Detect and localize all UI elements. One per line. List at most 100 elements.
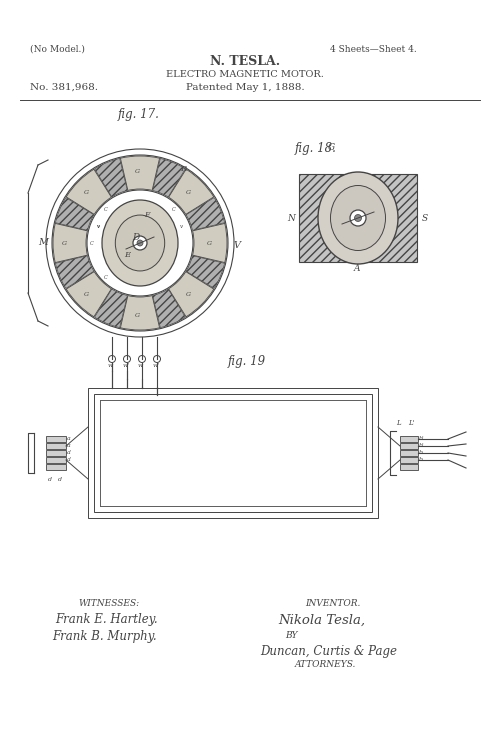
Circle shape [138,355,145,363]
Text: G: G [62,241,67,246]
Ellipse shape [318,172,398,264]
Text: a: a [67,443,71,448]
Wedge shape [192,223,227,263]
Bar [400,443,418,449]
Text: fig. 19: fig. 19 [228,355,266,368]
Wedge shape [56,197,94,230]
Circle shape [124,355,130,363]
Text: BY: BY [285,631,298,640]
Text: d: d [48,477,52,482]
Bar [400,450,418,456]
Wedge shape [152,159,186,197]
Text: C: C [172,207,176,212]
Circle shape [46,149,234,337]
Text: d: d [58,477,62,482]
Text: fig. 17.: fig. 17. [118,108,160,121]
Bar [46,464,66,470]
Text: v: v [96,224,100,229]
Text: G: G [186,190,190,195]
Text: b: b [419,457,423,462]
Bar [400,457,418,463]
Wedge shape [53,223,88,263]
Text: G: G [134,313,140,319]
Bar [299,174,417,262]
Text: G: G [186,292,190,297]
Wedge shape [66,170,112,214]
Text: Frank B. Murphy.: Frank B. Murphy. [52,630,156,643]
Text: L': L' [408,419,414,427]
Wedge shape [186,197,224,230]
Text: b': b' [419,436,425,441]
Text: w': w' [153,363,160,368]
Text: N. TESLA.: N. TESLA. [210,55,280,68]
Text: b': b' [419,443,425,448]
Text: G: G [328,143,335,152]
Ellipse shape [102,200,178,286]
Bar [400,436,418,442]
Text: (No Model.): (No Model.) [30,45,85,54]
Circle shape [350,210,366,226]
Bar [100,400,366,506]
Text: fig. 18.: fig. 18. [295,142,337,155]
Text: G: G [207,241,212,246]
Bar [46,457,66,463]
Text: a': a' [67,457,72,462]
Text: INVENTOR.: INVENTOR. [305,599,360,608]
Text: V: V [234,241,241,250]
Text: L: L [396,419,400,427]
Text: w': w' [123,363,130,368]
Wedge shape [66,272,112,317]
Text: C: C [104,275,108,280]
Text: M: M [38,238,48,247]
Bar [46,443,66,449]
Text: G: G [84,292,88,297]
Text: WITNESSES:: WITNESSES: [78,599,139,608]
Text: w: w [138,363,143,368]
Circle shape [87,190,193,296]
Bar [94,394,372,512]
Bar [400,464,418,470]
Text: ELECTRO MAGNETIC MOTOR.: ELECTRO MAGNETIC MOTOR. [166,70,324,79]
Text: w: w [108,363,114,368]
Text: N: N [287,214,295,223]
Ellipse shape [116,215,164,271]
Wedge shape [94,159,128,197]
Text: b: b [419,450,423,455]
Text: G: G [134,169,140,174]
Bar [100,400,366,506]
Ellipse shape [330,186,386,250]
Text: 4 Sheets—Sheet 4.: 4 Sheets—Sheet 4. [330,45,417,54]
Wedge shape [120,156,160,190]
Wedge shape [168,170,214,214]
Circle shape [137,240,143,246]
Bar [46,450,66,456]
Wedge shape [120,296,160,330]
Text: Nikola Tesla,: Nikola Tesla, [278,614,365,627]
Text: Duncan, Curtis & Page: Duncan, Curtis & Page [260,645,397,658]
Text: S: S [422,214,428,223]
Circle shape [133,236,147,250]
Circle shape [354,214,362,222]
Text: A: A [354,264,360,273]
Wedge shape [186,255,224,288]
Circle shape [154,355,160,363]
Text: v: v [180,224,182,229]
Text: D: D [132,233,140,242]
Text: a: a [67,436,71,441]
Wedge shape [94,289,128,327]
Bar [46,436,66,442]
Circle shape [52,155,228,331]
Wedge shape [168,272,214,317]
Wedge shape [152,289,186,327]
Text: G: G [84,190,88,195]
Wedge shape [56,255,94,288]
Circle shape [108,355,116,363]
Text: No. 381,968.: No. 381,968. [30,83,98,92]
Text: E: E [124,251,130,259]
Text: C: C [104,207,108,212]
Bar [88,388,378,518]
Text: ATTORNEYS.: ATTORNEYS. [295,660,356,669]
Text: a': a' [67,450,72,455]
Text: R: R [180,165,186,173]
Text: Patented May 1, 1888.: Patented May 1, 1888. [186,83,304,92]
